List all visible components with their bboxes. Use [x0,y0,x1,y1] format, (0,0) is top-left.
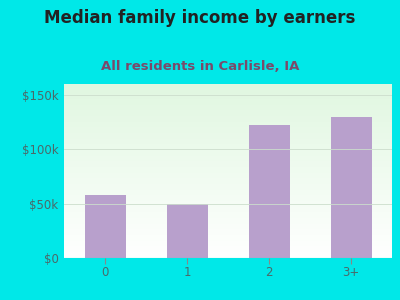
Bar [330,117,372,258]
Bar [84,195,126,258]
Text: All residents in Carlisle, IA: All residents in Carlisle, IA [101,60,299,73]
Bar [248,125,290,258]
Bar [166,204,208,258]
Text: Median family income by earners: Median family income by earners [44,9,356,27]
